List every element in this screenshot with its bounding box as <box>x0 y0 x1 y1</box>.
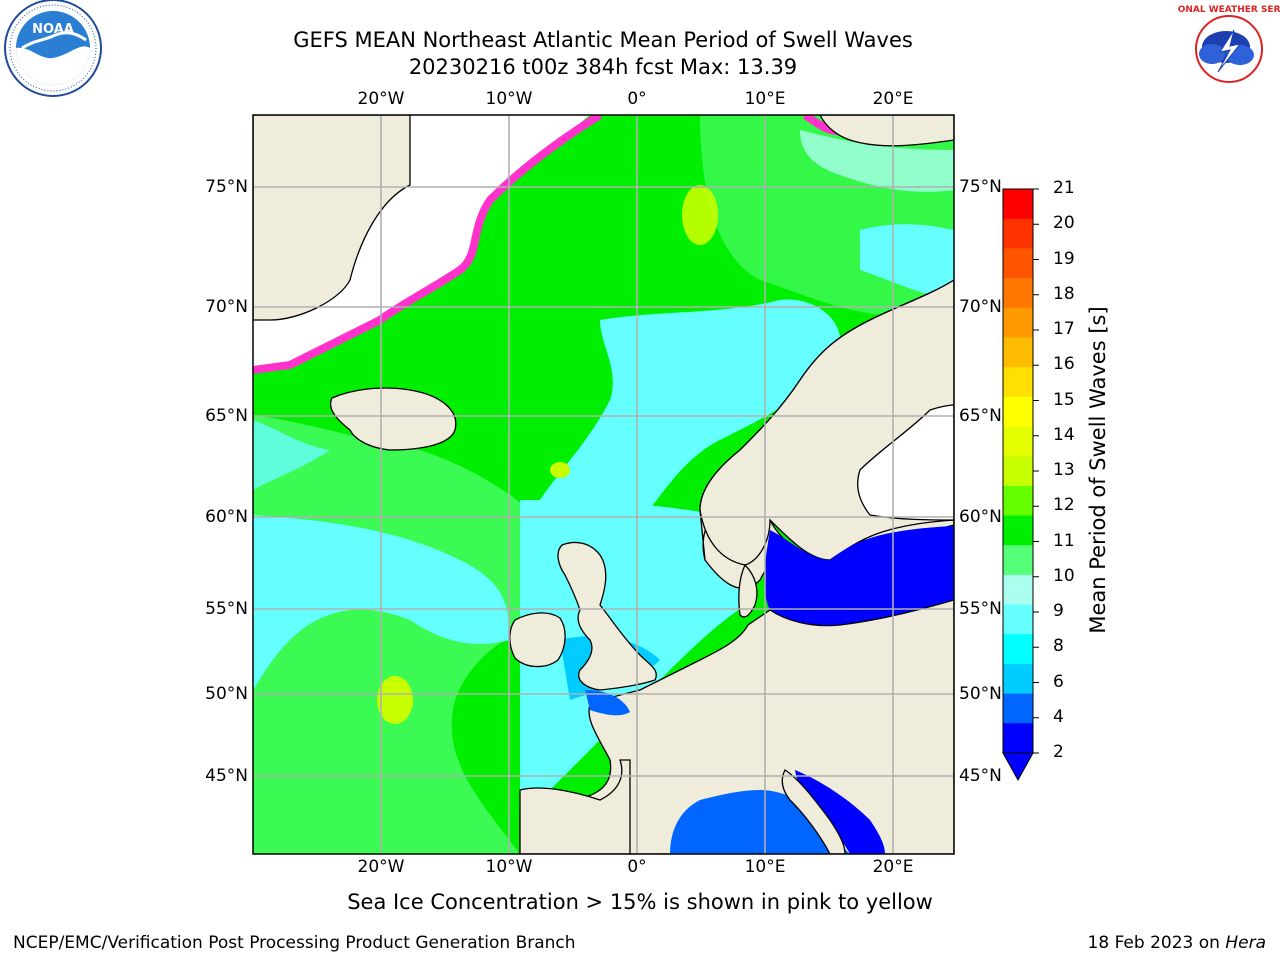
lat-label-right: 60°N <box>959 507 1002 527</box>
colorbar-tick-label: 10 <box>1053 565 1075 586</box>
colorbar-swatch <box>1003 574 1033 606</box>
colorbar-swatch <box>1003 634 1033 665</box>
colorbar-tick-label: 8 <box>1053 636 1064 657</box>
map-frame <box>252 114 955 855</box>
colorbar-swatch <box>1003 515 1033 546</box>
colorbar-tick-label: 15 <box>1053 389 1075 410</box>
lat-label-right: 50°N <box>959 684 1002 704</box>
lon-label-top: 10°W <box>485 89 533 109</box>
lon-label-bottom: 10°W <box>485 857 533 877</box>
lon-label-bottom: 10°E <box>744 857 786 877</box>
colorbar-swatch <box>1003 456 1033 487</box>
lon-label-top: 20°E <box>872 89 914 109</box>
lat-label-left: 60°N <box>205 507 248 527</box>
colorbar-swatch <box>1003 278 1033 309</box>
lon-label-bottom: 20°E <box>872 857 914 877</box>
lat-label-right: 75°N <box>959 177 1002 197</box>
lat-label-left: 65°N <box>205 406 248 426</box>
colorbar-tick-label: 20 <box>1053 213 1075 234</box>
baltic-sea <box>764 526 954 626</box>
lat-label-left: 45°N <box>205 766 248 786</box>
map-subtitle: 20230216 t00z 384h fcst Max: 13.39 <box>408 55 798 79</box>
lon-label-bottom: 0° <box>627 857 647 877</box>
lon-label-top: 10°E <box>744 89 786 109</box>
colorbar-tick-label: 21 <box>1053 178 1075 198</box>
colorbar-tick-label: 11 <box>1053 530 1075 551</box>
colorbar-tick-label: 19 <box>1053 248 1075 269</box>
colorbar-tick-label: 14 <box>1053 424 1075 445</box>
lat-label-right: 65°N <box>959 406 1002 426</box>
nws-logo-text: NATIONAL WEATHER SERVICE <box>1178 5 1280 15</box>
lat-label-left: 50°N <box>205 684 248 704</box>
lat-label-right: 45°N <box>959 766 1002 786</box>
ireland-land <box>509 612 566 668</box>
colorbar-tick-label: 2 <box>1053 742 1064 762</box>
greenland-land <box>253 115 411 321</box>
sea-ice-footnote: Sea Ice Concentration > 15% is shown in … <box>347 890 933 914</box>
colorbar-swatch <box>1003 307 1033 338</box>
colorbar-tick-label: 4 <box>1053 706 1064 727</box>
lat-label-right: 55°N <box>959 599 1002 619</box>
map-title: GEFS MEAN Northeast Atlantic Mean Period… <box>293 28 913 52</box>
colorbar-swatch <box>1003 663 1033 695</box>
colorbar-tick-label: 17 <box>1053 319 1075 339</box>
credit-right: 18 Feb 2023 on Hera <box>1088 933 1266 953</box>
credit-date: 18 Feb 2023 on <box>1087 933 1226 953</box>
colorbar-swatch <box>1003 218 1033 249</box>
credit-left: NCEP/EMC/Verification Post Processing Pr… <box>13 933 576 953</box>
credit-host: Hera <box>1225 933 1266 953</box>
colorbar-swatch <box>1003 189 1033 220</box>
colorbar-label: Mean Period of Swell Waves [s] <box>1086 306 1110 634</box>
colorbar-swatch <box>1003 693 1033 724</box>
colorbar-swatch <box>1003 248 1033 279</box>
lat-label-left: 55°N <box>205 599 248 619</box>
lon-label-top: 0° <box>627 89 647 109</box>
colorbar-extend-arrow <box>1002 752 1034 782</box>
lat-label-right: 70°N <box>959 297 1002 317</box>
colorbar-swatch <box>1003 604 1033 635</box>
colorbar-swatch <box>1003 396 1033 427</box>
great-britain-land <box>557 541 657 691</box>
colorbar-swatch <box>1003 723 1033 754</box>
colorbar-tick-label: 9 <box>1053 601 1064 621</box>
colorbar-swatch <box>1003 367 1033 398</box>
lon-label-bottom: 20°W <box>357 857 405 877</box>
noaa-logo-text: NOAA <box>32 22 74 37</box>
colorbar-tick-label: 12 <box>1053 495 1075 516</box>
graticule <box>253 115 954 854</box>
colorbar-swatch <box>1003 485 1033 517</box>
lat-label-left: 75°N <box>205 177 248 197</box>
iceland-land <box>329 387 457 451</box>
colorbar-swatch <box>1003 426 1033 457</box>
colorbar-tick-label: 18 <box>1053 283 1075 304</box>
colorbar-swatch <box>1003 545 1033 576</box>
colorbar-tick-label: 13 <box>1053 460 1075 480</box>
colorbar-tick-label: 6 <box>1053 671 1064 692</box>
colorbar-tick-label: 16 <box>1053 354 1075 375</box>
noaa-logo: NOAA <box>4 0 102 97</box>
lon-label-top: 20°W <box>357 89 405 109</box>
colorbar-swatch <box>1003 337 1033 368</box>
nws-logo: NATIONAL WEATHER SERVICE <box>1178 1 1280 97</box>
lat-label-left: 70°N <box>205 297 248 317</box>
